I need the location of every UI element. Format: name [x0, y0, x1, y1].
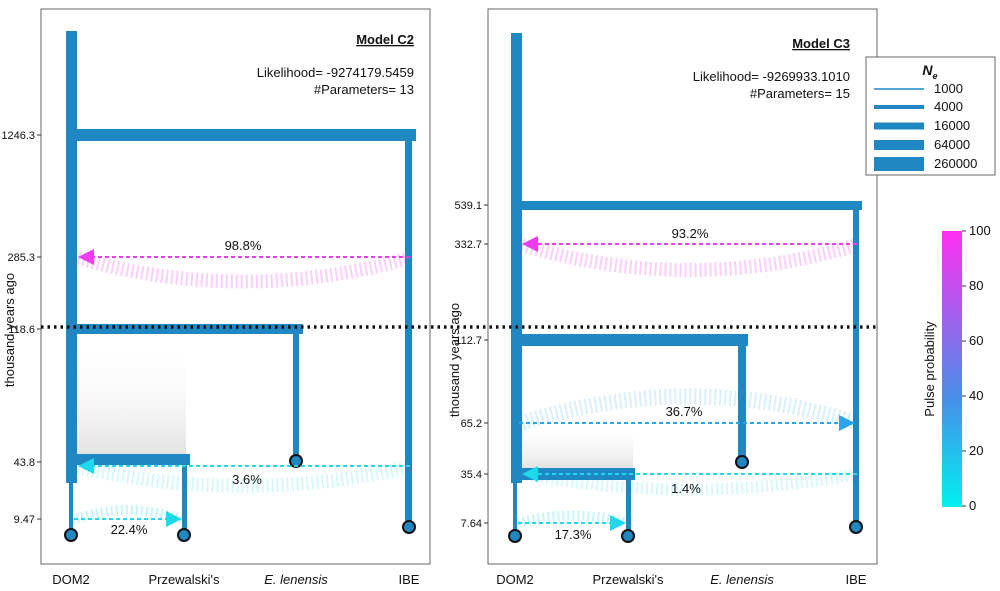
tip-przewalski	[177, 528, 191, 542]
y-tick-label: 65.2	[461, 418, 482, 430]
colorbar-gradient	[942, 231, 962, 507]
branch-ibe	[405, 135, 412, 528]
pulse-fan	[76, 251, 412, 289]
pulse-fan	[519, 388, 860, 431]
model-title: Model C3	[792, 36, 850, 51]
pulse-label: 93.2%	[672, 226, 709, 241]
y-tick-label: 539.1	[454, 200, 482, 212]
y-tick-label: 1246.3	[1, 130, 35, 142]
colorbar-tick-label: 80	[969, 278, 983, 293]
panel-model-c3: 93.2% 36.7% 1.4% 17.3% Model C3 Likeliho…	[447, 8, 878, 587]
branch-dom2	[511, 33, 522, 483]
tip-przewalski	[621, 529, 635, 543]
branch-przewalski	[626, 474, 631, 535]
legend-title-main: N	[922, 62, 933, 78]
legend-label: 16000	[934, 118, 970, 133]
x-axis: DOM2 Przewalski's E. lenensis IBE	[496, 572, 867, 587]
y-axis: 1246.3 285.3 118.6 43.8 9.47	[1, 130, 41, 526]
pulse-label: 17.3%	[555, 527, 592, 542]
pulse-fan	[516, 510, 630, 528]
panel-frame	[40, 8, 431, 565]
ne-legend: Ne 1000 4000 16000 64000 260000	[865, 56, 996, 176]
y-tick-label: 35.4	[461, 469, 482, 481]
y-tick-label: 43.8	[14, 457, 35, 469]
y-tick-label: 285.3	[7, 252, 35, 264]
x-tick-label: E. lenensis	[264, 572, 328, 587]
tip-dom2	[64, 528, 78, 542]
colorbar-tick-label: 60	[969, 333, 983, 348]
branch-e-lenensis	[293, 330, 299, 460]
colorbar-tick-label: 20	[969, 443, 983, 458]
legend-title-subscript: e	[933, 71, 938, 81]
branch-horizontal	[516, 334, 748, 346]
legend-label: 4000	[934, 99, 963, 114]
pulse-label: 22.4%	[111, 522, 148, 537]
colorbar-label: Pulse probability	[922, 321, 937, 417]
y-tick-label: 112.7	[455, 335, 482, 347]
y-axis: 539.1 332.7 112.7 65.2 35.4 7.64	[454, 200, 488, 530]
parameters-text: #Parameters= 15	[750, 86, 850, 101]
colorbar-tick-label: 40	[969, 388, 983, 403]
panel-model-c2: 98.8% 3.6% 22.4% Model C2 Likelihood= -9…	[1, 8, 431, 587]
panel-frame	[487, 8, 878, 565]
x-tick-label: Przewalski's	[592, 572, 664, 587]
branch-horizontal	[72, 129, 416, 141]
likelihood-text: Likelihood= -9274179.5459	[257, 65, 414, 80]
branch-przewalski	[182, 460, 187, 535]
x-tick-label: E. lenensis	[710, 572, 774, 587]
lineage-shade	[518, 420, 633, 473]
x-axis: DOM2 Przewalski's E. lenensis IBE	[52, 572, 420, 587]
legend-label: 260000	[934, 156, 977, 171]
x-tick-label: Przewalski's	[148, 572, 220, 587]
legend-label: 64000	[934, 137, 970, 152]
pulse-label: 1.4%	[671, 481, 701, 496]
branch-horizontal	[72, 454, 190, 465]
pulse-label: 36.7%	[666, 404, 703, 419]
colorbar-tick-label: 0	[969, 498, 976, 513]
y-axis-label: thousand years ago	[2, 273, 17, 387]
parameters-text: #Parameters= 13	[314, 82, 414, 97]
pulse-fan	[76, 460, 412, 493]
pulse-fan	[520, 238, 860, 277]
branch-horizontal	[516, 201, 862, 210]
y-tick-label: 9.47	[14, 514, 35, 526]
tip-ibe	[849, 520, 863, 534]
likelihood-text: Likelihood= -9269933.1010	[693, 69, 850, 84]
branch-e-lenensis	[738, 340, 746, 462]
x-tick-label: DOM2	[52, 572, 90, 587]
branch-horizontal	[72, 324, 303, 334]
x-tick-label: IBE	[846, 572, 867, 587]
pulse-probability-colorbar: 100 80 60 40 20 0 Pulse probability	[922, 223, 991, 513]
pulse-label: 3.6%	[232, 472, 262, 487]
tip-ibe	[402, 520, 416, 534]
legend-title: Ne	[922, 62, 937, 81]
x-tick-label: DOM2	[496, 572, 534, 587]
branch-dom2-tip	[69, 483, 73, 535]
legend-frame	[865, 56, 996, 176]
tip-dom2	[508, 529, 522, 543]
branch-dom2-tip	[513, 483, 517, 535]
x-tick-label: IBE	[399, 572, 420, 587]
tip-e-lenensis	[735, 455, 749, 469]
y-tick-label: 7.64	[461, 518, 482, 530]
colorbar-tick-label: 100	[969, 223, 991, 238]
y-tick-label: 332.7	[454, 239, 482, 251]
legend-label: 1000	[934, 81, 963, 96]
branch-dom2	[66, 31, 77, 483]
branch-ibe	[853, 206, 859, 526]
y-axis-label: thousand years ago	[447, 303, 462, 417]
y-tick-label: 118.6	[8, 324, 35, 336]
pulse-label: 98.8%	[225, 238, 262, 253]
model-title: Model C2	[356, 32, 414, 47]
lineage-shade	[72, 340, 186, 465]
